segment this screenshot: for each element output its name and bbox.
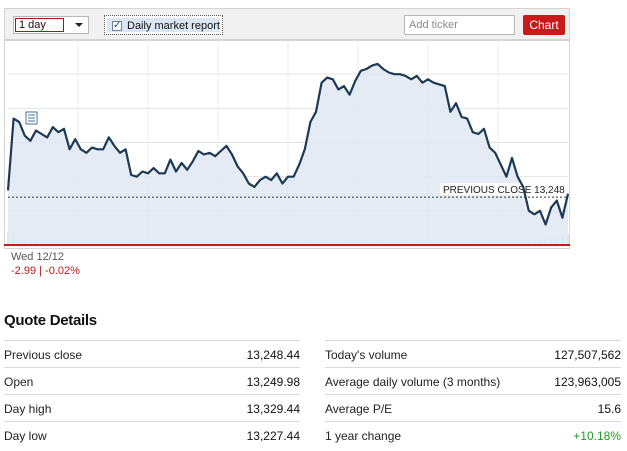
add-ticker-input[interactable]	[404, 15, 515, 35]
chevron-down-icon	[75, 23, 83, 27]
note-icon[interactable]	[25, 111, 38, 125]
daily-report-checkbox[interactable]: ✓	[112, 20, 122, 31]
quote-row-1-year-change: 1 year change +10.18%	[325, 421, 621, 448]
quote-row-average-daily-volume: Average daily volume (3 months) 123,963,…	[325, 367, 621, 394]
chart-button[interactable]: Chart	[523, 15, 565, 35]
quote-value: 13,249.98	[246, 375, 300, 389]
quote-row-todays-volume: Today's volume 127,507,562	[325, 340, 621, 367]
quote-label: Average P/E	[325, 402, 393, 416]
previous-close-label-bg	[440, 183, 568, 196]
quote-value: 127,507,562	[554, 348, 621, 362]
quote-row-previous-close: Previous close 13,248.44	[4, 340, 300, 367]
price-area	[8, 63, 568, 246]
chart-toolbar: 1 day ✓ Daily market report Chart	[4, 8, 570, 40]
quote-label: Average daily volume (3 months)	[325, 375, 501, 389]
daily-report-highlight: ✓ Daily market report	[107, 18, 220, 32]
quote-row-day-low: Day low 13,227.44	[4, 421, 300, 448]
quote-label: Today's volume	[325, 348, 408, 362]
quote-value: 13,329.44	[246, 402, 300, 416]
range-select-value: 1 day	[15, 18, 64, 32]
quote-row-average-pe: Average P/E 15.6	[325, 394, 621, 421]
quote-row-day-high: Day high 13,329.44	[4, 394, 300, 421]
quote-label: Open	[4, 375, 34, 389]
previous-close-label: PREVIOUS CLOSE 13,248	[443, 185, 565, 196]
quote-value: 13,248.44	[246, 348, 300, 362]
range-select[interactable]: 1 day	[13, 16, 89, 34]
change-date: Wed 12/12	[11, 251, 65, 263]
quote-label: Previous close	[4, 348, 83, 362]
quote-value: +10.18%	[573, 429, 621, 443]
quote-value: 123,963,005	[554, 375, 621, 389]
quote-details-title: Quote Details	[4, 312, 97, 329]
daily-report-toggle[interactable]: ✓ Daily market report	[104, 15, 223, 35]
daily-report-label: Daily market report	[127, 20, 220, 32]
quote-label: Day high	[4, 402, 52, 416]
quote-value: 13,227.44	[246, 429, 300, 443]
price-line	[6, 62, 570, 226]
quote-label: Day low	[4, 429, 47, 443]
quote-row-open: Open 13,249.98	[4, 367, 300, 394]
quote-label: 1 year change	[325, 429, 402, 443]
change-value: -2.99 | -0.02%	[11, 265, 80, 277]
price-chart[interactable]: PREVIOUS CLOSE 13,248 13,24013,26013,280…	[4, 8, 570, 282]
chart-widget: PREVIOUS CLOSE 13,248 13,24013,26013,280…	[4, 8, 570, 282]
quote-value: 15.6	[597, 402, 621, 416]
